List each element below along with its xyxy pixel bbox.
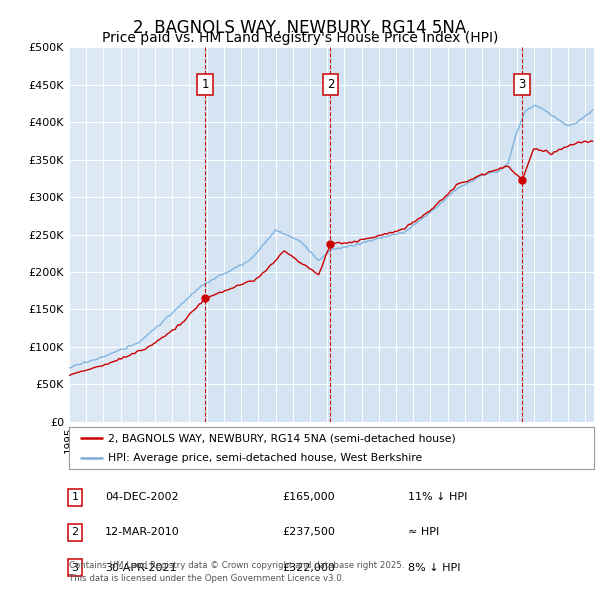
Text: £322,000: £322,000	[282, 563, 335, 573]
Text: 1: 1	[71, 492, 79, 502]
Bar	[331, 47, 522, 422]
Text: Contains HM Land Registry data © Crown copyright and database right 2025.
This d: Contains HM Land Registry data © Crown c…	[69, 562, 404, 583]
Text: 2: 2	[71, 527, 79, 537]
Text: 2, BAGNOLS WAY, NEWBURY, RG14 5NA (semi-detached house): 2, BAGNOLS WAY, NEWBURY, RG14 5NA (semi-…	[109, 433, 456, 443]
Text: Price paid vs. HM Land Registry's House Price Index (HPI): Price paid vs. HM Land Registry's House …	[102, 31, 498, 45]
Text: 2, BAGNOLS WAY, NEWBURY, RG14 5NA: 2, BAGNOLS WAY, NEWBURY, RG14 5NA	[133, 19, 467, 37]
Bar	[205, 47, 331, 422]
Text: £237,500: £237,500	[282, 527, 335, 537]
Text: 12-MAR-2010: 12-MAR-2010	[105, 527, 180, 537]
Text: 2: 2	[327, 78, 334, 91]
Text: 04-DEC-2002: 04-DEC-2002	[105, 492, 179, 502]
Text: 11% ↓ HPI: 11% ↓ HPI	[408, 492, 467, 502]
Text: 1: 1	[202, 78, 209, 91]
Text: 8% ↓ HPI: 8% ↓ HPI	[408, 563, 461, 573]
Text: £165,000: £165,000	[282, 492, 335, 502]
Text: 3: 3	[71, 563, 79, 573]
Bar	[522, 47, 594, 422]
Text: 30-APR-2021: 30-APR-2021	[105, 563, 176, 573]
Text: ≈ HPI: ≈ HPI	[408, 527, 439, 537]
Text: HPI: Average price, semi-detached house, West Berkshire: HPI: Average price, semi-detached house,…	[109, 453, 422, 463]
Text: 3: 3	[518, 78, 526, 91]
